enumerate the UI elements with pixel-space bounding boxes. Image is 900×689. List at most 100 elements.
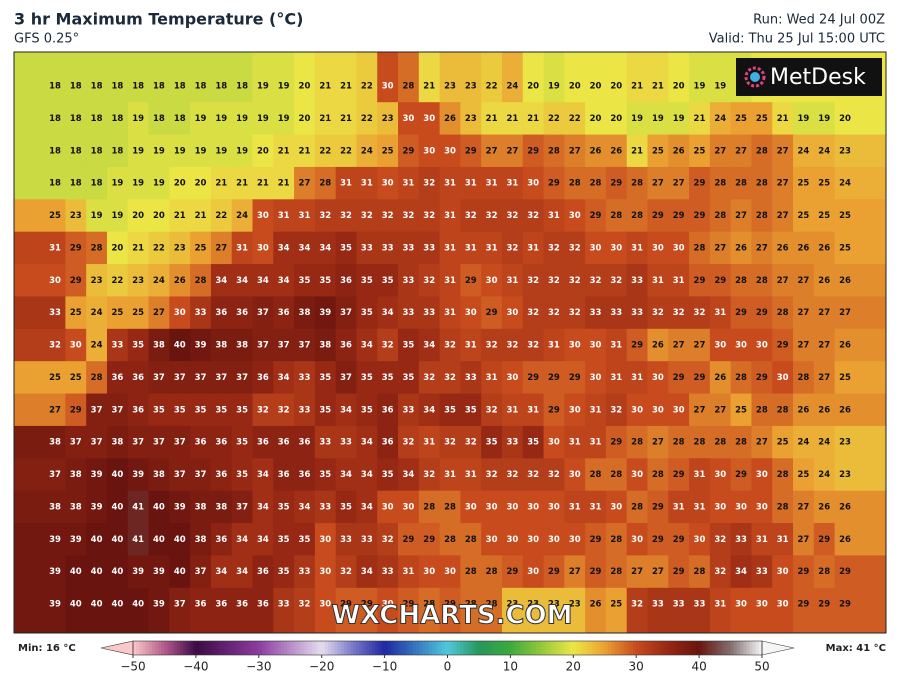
temp-cell (398, 52, 420, 103)
temp-label: 26 (818, 243, 830, 253)
temp-label: 32 (486, 405, 498, 415)
temp-cell (813, 425, 836, 459)
temp-cell (190, 587, 212, 633)
colorbar-swatch (265, 641, 269, 655)
min-label: Min: 16 °C (18, 643, 76, 654)
temp-label: 29 (486, 308, 498, 318)
temp-cell (106, 555, 129, 589)
temp-label: 34 (319, 243, 331, 253)
temp-cell (418, 490, 441, 524)
colorbar-swatch (629, 641, 634, 655)
temp-label: 28 (610, 535, 622, 545)
colorbar-swatch (633, 641, 637, 655)
colorbar-swatch (752, 641, 757, 655)
temp-label: 35 (278, 535, 290, 545)
temp-label: 30 (506, 502, 518, 512)
temp-cell (210, 328, 233, 362)
temp-label: 28 (694, 567, 706, 577)
temp-cell (585, 52, 607, 103)
temp-cell (564, 166, 586, 200)
temp-label: 33 (340, 535, 352, 545)
temp-label: 31 (506, 179, 518, 189)
temp-cell (460, 102, 482, 136)
temp-cell (689, 296, 711, 330)
temp-cell (730, 587, 752, 633)
temp-cell (481, 264, 503, 297)
temp-cell (501, 328, 524, 362)
temp-cell (231, 134, 253, 168)
temp-label: 34 (402, 470, 414, 480)
temp-label: 38 (195, 535, 207, 545)
colorbar-swatch (614, 641, 618, 655)
temp-label: 31 (444, 470, 456, 480)
temp-cell (148, 296, 170, 330)
temp-cell (273, 425, 295, 459)
temp-label: 28 (444, 502, 456, 512)
temp-cell (86, 523, 108, 556)
temp-cell (626, 264, 648, 297)
temp-cell (522, 166, 545, 200)
temp-cell (106, 490, 129, 524)
temp-cell (127, 393, 150, 427)
temp-label: 30 (652, 405, 664, 415)
temp-label: 36 (215, 438, 227, 448)
temp-label: 34 (257, 502, 269, 512)
temp-cell (314, 490, 337, 524)
temp-label: 30 (382, 600, 394, 610)
temp-cell (564, 393, 586, 427)
temp-label: 34 (257, 535, 269, 545)
temp-cell (481, 328, 503, 362)
colorbar-swatch (513, 641, 518, 655)
temp-cell (481, 102, 503, 136)
colorbar-swatch (403, 641, 408, 655)
colorbar-swatch (733, 641, 738, 655)
temp-label: 29 (839, 567, 851, 577)
temp-cell (647, 199, 669, 233)
colorbar-swatch (428, 641, 433, 655)
temp-label: 20 (111, 243, 123, 253)
temp-cell (377, 264, 399, 297)
temp-cell (273, 523, 295, 556)
temp-cell (626, 134, 648, 168)
temp-cell (626, 393, 648, 427)
temp-cell (169, 361, 191, 395)
temp-label: 36 (195, 438, 207, 448)
temp-label: 33 (111, 341, 123, 351)
temp-cell (14, 166, 66, 200)
temp-cell (585, 231, 607, 265)
temp-label: 36 (340, 276, 352, 286)
temp-cell (356, 425, 378, 459)
temp-label: 20 (257, 146, 269, 156)
temp-cell (730, 490, 752, 524)
temp-cell (772, 231, 794, 265)
temp-cell (730, 199, 752, 233)
colorbar-swatch (557, 641, 562, 655)
colorbar-swatch (494, 641, 499, 655)
temp-cell (460, 199, 482, 233)
temp-cell (522, 134, 545, 168)
temp-cell (252, 490, 274, 524)
temp-label: 29 (818, 535, 830, 545)
temp-label: 40 (111, 535, 123, 545)
temp-cell (356, 166, 378, 200)
temp-label: 20 (174, 179, 186, 189)
temp-label: 40 (111, 502, 123, 512)
temp-label: 31 (714, 600, 726, 610)
temp-cell (605, 490, 628, 524)
temp-label: 26 (673, 146, 685, 156)
temp-cell (813, 296, 836, 330)
colorbar-swatch (434, 641, 439, 655)
colorbar-swatch (576, 641, 581, 655)
temp-label: 27 (714, 405, 726, 415)
temp-cell (813, 199, 836, 233)
colorbar-swatch (425, 641, 430, 655)
temp-label: 31 (444, 243, 456, 253)
temp-label: 28 (610, 470, 622, 480)
temp-label: 40 (111, 470, 123, 480)
temp-cell (605, 425, 628, 459)
temp-label: 21 (631, 82, 643, 92)
colorbar-swatch (177, 641, 181, 655)
temp-cell (314, 296, 337, 330)
colorbar-swatch (133, 641, 137, 655)
temp-label: 32 (299, 600, 311, 610)
